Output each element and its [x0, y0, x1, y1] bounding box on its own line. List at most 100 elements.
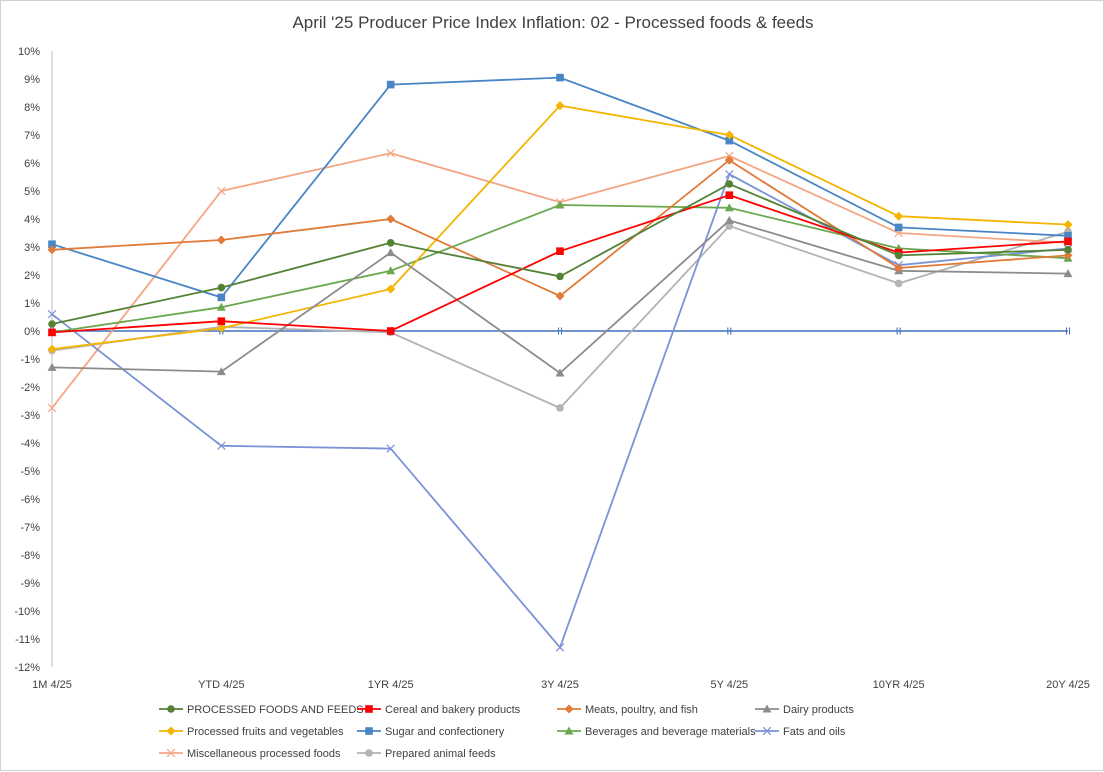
data-point	[216, 367, 226, 376]
legend-item: Miscellaneous processed foods	[159, 748, 341, 760]
data-point	[217, 186, 226, 196]
legend-item: Prepared animal feeds	[357, 748, 496, 760]
legend-label: Miscellaneous processed foods	[187, 748, 341, 760]
y-tick-label: 1%	[24, 298, 40, 310]
data-point	[894, 263, 904, 273]
y-tick-label: -2%	[20, 382, 40, 394]
y-tick-label: -7%	[20, 522, 40, 534]
data-point	[48, 320, 56, 328]
data-point	[725, 136, 734, 145]
data-point	[216, 235, 226, 245]
legend-label: Prepared animal feeds	[385, 748, 496, 760]
legend-swatch-marker	[365, 749, 373, 757]
legend-item: Processed fruits and vegetables	[159, 726, 344, 738]
legend-swatch-marker	[166, 726, 176, 736]
data-point	[386, 284, 396, 294]
data-point	[216, 323, 226, 333]
data-point	[48, 328, 56, 337]
data-point	[386, 80, 395, 89]
data-point	[47, 344, 57, 354]
data-point	[894, 251, 903, 260]
legend-item: Dairy products	[755, 704, 854, 716]
data-point	[555, 291, 565, 301]
data-point	[1064, 237, 1072, 246]
data-point	[1064, 246, 1072, 254]
legend-swatch-marker	[762, 704, 772, 713]
data-point	[386, 248, 396, 257]
data-point	[47, 403, 57, 413]
data-point	[894, 211, 904, 221]
data-point	[896, 327, 901, 335]
y-tick-label: -11%	[15, 634, 40, 646]
data-point	[47, 245, 57, 255]
chart-title: April '25 Producer Price Index Inflation…	[292, 13, 814, 32]
y-tick-label: 2%	[24, 270, 40, 282]
legend-label: Sugar and confectionery	[385, 726, 505, 738]
data-point	[216, 302, 226, 311]
data-point	[556, 272, 564, 281]
legend-swatch-marker	[167, 705, 175, 713]
series-processed-foods-and-feeds	[48, 180, 1072, 328]
legend-label: Meats, poultry, and fish	[585, 704, 698, 716]
y-tick-label: -8%	[20, 550, 40, 562]
data-point	[724, 203, 734, 212]
data-point	[556, 404, 564, 412]
series-processed-fruits-and-vegetables	[47, 101, 1073, 354]
y-tick-label: -9%	[20, 578, 40, 590]
y-tick-label: -4%	[20, 438, 40, 450]
data-point	[724, 130, 734, 140]
y-tick-label: 10%	[18, 46, 40, 58]
data-point	[725, 180, 734, 188]
data-point	[555, 368, 565, 377]
y-tick-label: 3%	[24, 242, 40, 254]
y-tick-label: 0%	[24, 326, 40, 338]
y-tick-label: -5%	[20, 466, 40, 478]
legend-label: Fats and oils	[783, 726, 846, 738]
y-tick-label: 4%	[24, 214, 40, 226]
data-point	[217, 283, 226, 292]
data-point	[386, 239, 395, 247]
legend-swatch-marker	[365, 727, 373, 735]
data-point	[217, 317, 226, 325]
legend-item: Fats and oils	[755, 726, 846, 738]
data-point	[1063, 220, 1073, 230]
data-point	[386, 444, 395, 453]
data-point	[1065, 327, 1071, 335]
data-point	[727, 327, 732, 335]
data-point	[386, 266, 396, 275]
legend-label: Processed fruits and vegetables	[187, 726, 344, 738]
data-point	[556, 247, 564, 255]
y-tick-label: -6%	[20, 494, 40, 506]
data-point	[725, 222, 734, 230]
legend-swatch-marker	[762, 726, 772, 736]
legend-label: Beverages and beverage materials	[585, 726, 756, 738]
data-point	[217, 441, 226, 451]
legend-swatch-marker	[365, 705, 373, 713]
data-point	[557, 327, 563, 335]
legend-label: PROCESSED FOODS AND FEEDS	[187, 704, 364, 716]
x-tick-label: 1YR 4/25	[368, 679, 414, 691]
y-tick-label: 5%	[24, 186, 40, 198]
legend-item: PROCESSED FOODS AND FEEDS	[159, 704, 364, 716]
series-line	[51, 76, 1069, 299]
y-tick-label: 9%	[24, 74, 40, 86]
y-tick-label: -10%	[14, 606, 40, 618]
data-point	[386, 327, 395, 335]
legend-item: Meats, poultry, and fish	[557, 704, 698, 716]
data-point	[386, 214, 396, 224]
x-tick-label: 1M 4/25	[32, 679, 72, 691]
data-point	[724, 155, 734, 165]
legend-item: Sugar and confectionery	[357, 726, 505, 738]
y-tick-label: 7%	[24, 130, 40, 142]
series-meats-poultry-and-fish	[47, 155, 1073, 301]
data-point	[894, 223, 903, 232]
legend-label: Dairy products	[783, 704, 854, 716]
data-point	[556, 73, 564, 82]
y-tick-label: 8%	[24, 102, 40, 114]
data-point	[725, 169, 734, 179]
data-point	[47, 362, 57, 371]
y-tick-label: 6%	[24, 158, 40, 170]
x-tick-label: YTD 4/25	[198, 679, 244, 691]
legend-swatch-marker	[564, 726, 574, 735]
